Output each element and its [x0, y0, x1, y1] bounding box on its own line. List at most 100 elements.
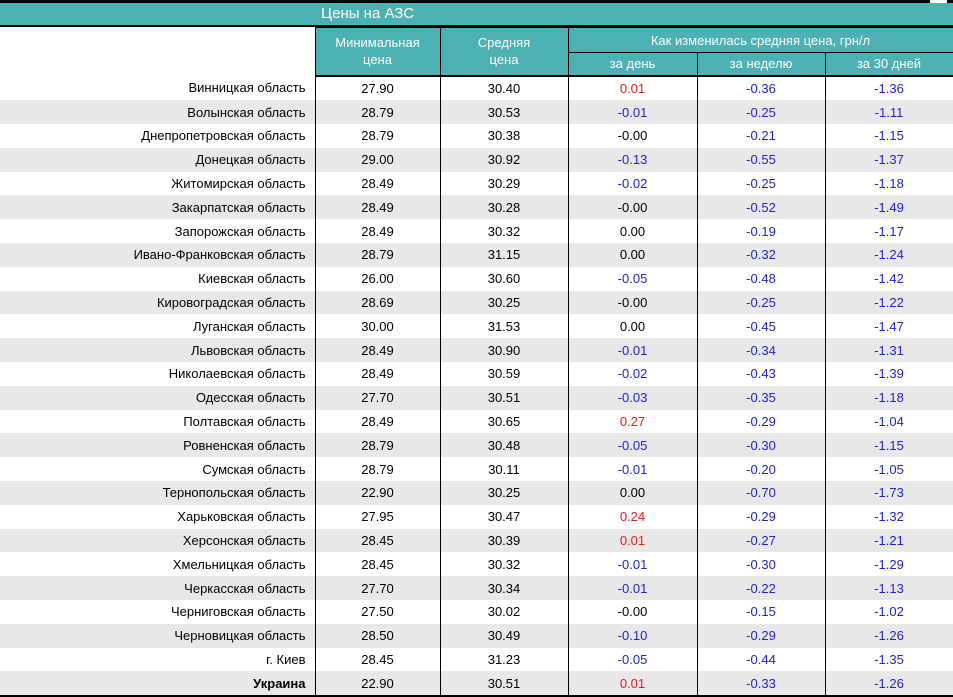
week-change-cell: -0.48	[696, 266, 825, 291]
week-change-cell: -0.30	[696, 552, 825, 577]
table-row: Винницкая область 27.90 30.40 0.01 -0.36…	[0, 75, 953, 101]
avg-price-cell: 30.29	[439, 171, 568, 196]
week-change-cell: -0.29	[696, 623, 825, 648]
month-change-cell: -1.17	[824, 219, 953, 244]
min-price-cell: 28.79	[314, 457, 440, 482]
col-header-avg-price: Средняя цена	[439, 27, 569, 77]
table-row: Запорожская область 28.49 30.32 0.00 -0.…	[0, 219, 953, 244]
col-header-min-price: Минимальная цена	[314, 27, 441, 77]
table-row: Одесская область 27.70 30.51 -0.03 -0.35…	[0, 385, 953, 410]
day-change-cell: 0.00	[567, 243, 697, 267]
week-change-cell: -0.19	[696, 219, 825, 244]
region-cell: Черновицкая область	[174, 628, 306, 644]
avg-price-cell: 30.49	[439, 623, 568, 648]
table-row: Кировоградская область 28.69 30.25 -0.00…	[0, 290, 953, 315]
day-change-cell: 0.01	[567, 528, 697, 553]
table-row: Черкасская область 27.70 30.34 -0.01 -0.…	[0, 576, 953, 601]
table-row: Днепропетровская область 28.79 30.38 -0.…	[0, 124, 953, 148]
region-cell: Ивано-Франковская область	[133, 247, 306, 263]
week-change-cell: -0.34	[696, 338, 825, 363]
min-price-cell: 27.70	[314, 385, 440, 410]
month-change-cell: -1.15	[824, 433, 953, 458]
month-change-cell: -1.22	[824, 290, 953, 315]
month-change-cell: -1.42	[824, 266, 953, 291]
avg-price-cell: 30.40	[439, 75, 568, 101]
day-change-cell: 0.01	[567, 75, 697, 101]
month-change-cell: -1.36	[824, 75, 953, 101]
day-change-cell: -0.01	[567, 100, 697, 125]
avg-price-cell: 30.39	[439, 528, 568, 553]
region-cell: г. Киев	[266, 652, 306, 668]
week-change-cell: -0.43	[696, 362, 825, 386]
min-price-cell: 28.49	[314, 409, 440, 434]
month-change-cell: -1.02	[824, 600, 953, 624]
region-cell: Волынская область	[187, 104, 306, 120]
table-row: Житомирская область 28.49 30.29 -0.02 -0…	[0, 171, 953, 196]
region-cell: Луганская область	[192, 318, 306, 334]
month-change-cell: -1.31	[824, 338, 953, 363]
region-cell: Черниговская область	[170, 604, 306, 620]
month-change-cell: -1.35	[824, 647, 953, 672]
region-cell: Харьковская область	[177, 509, 306, 525]
col-header-week: за неделю	[696, 52, 826, 77]
week-change-cell: -0.36	[696, 75, 825, 101]
avg-price-cell: 30.11	[439, 457, 568, 482]
min-price-cell: 30.00	[314, 314, 440, 339]
avg-price-cell: 30.25	[439, 481, 568, 505]
avg-price-cell: 31.15	[439, 243, 568, 267]
region-cell: Днепропетровская область	[141, 128, 306, 144]
month-change-cell: -1.18	[824, 171, 953, 196]
day-change-cell: -0.10	[567, 623, 697, 648]
week-change-cell: -0.35	[696, 385, 825, 410]
table-row: Закарпатская область 28.49 30.28 -0.00 -…	[0, 195, 953, 220]
week-change-cell: -0.55	[696, 147, 825, 172]
day-change-cell: -0.02	[567, 171, 697, 196]
min-price-cell: 28.49	[314, 195, 440, 220]
day-change-cell: 0.00	[567, 314, 697, 339]
top-right-notch	[930, 0, 947, 3]
region-cell: Кировоградская область	[156, 295, 306, 311]
region-cell: Сумская область	[202, 461, 306, 477]
min-price-cell: 27.95	[314, 504, 440, 529]
week-change-cell: -0.32	[696, 243, 825, 267]
week-change-cell: -0.25	[696, 290, 825, 315]
month-change-cell: -1.39	[824, 362, 953, 386]
min-price-cell: 28.45	[314, 528, 440, 553]
min-price-cell: 26.00	[314, 266, 440, 291]
day-change-cell: 0.24	[567, 504, 697, 529]
day-change-cell: -0.01	[567, 338, 697, 363]
avg-price-cell: 30.47	[439, 504, 568, 529]
month-change-cell: -1.73	[824, 481, 953, 505]
table-row: Луганская область 30.00 31.53 0.00 -0.45…	[0, 314, 953, 339]
day-change-cell: -0.03	[567, 385, 697, 410]
region-cell: Тернопольская область	[162, 485, 306, 501]
day-change-cell: 0.00	[567, 481, 697, 505]
week-change-cell: -0.25	[696, 100, 825, 125]
col-header-change-group: Как изменилась средняя цена, грн/л	[567, 27, 953, 53]
min-price-cell: 28.79	[314, 433, 440, 458]
region-cell: Львовская область	[190, 342, 306, 358]
region-cell: Украина	[253, 675, 306, 691]
region-cell: Закарпатская область	[171, 199, 306, 215]
page-title: Цены на АЗС	[321, 5, 415, 22]
min-price-cell: 27.50	[314, 600, 440, 624]
avg-price-cell: 30.60	[439, 266, 568, 291]
avg-price-cell: 31.53	[439, 314, 568, 339]
col-header-day: за день	[567, 52, 698, 77]
col-header-month: за 30 дней	[824, 52, 953, 77]
week-change-cell: -0.27	[696, 528, 825, 553]
region-cell: Киевская область	[198, 271, 306, 287]
table-row: Черниговская область 27.50 30.02 -0.00 -…	[0, 600, 953, 624]
week-change-cell: -0.15	[696, 600, 825, 624]
min-price-cell: 27.90	[314, 75, 440, 101]
month-change-cell: -1.24	[824, 243, 953, 267]
week-change-cell: -0.29	[696, 409, 825, 434]
avg-price-cell: 30.65	[439, 409, 568, 434]
table-row: Ровненская область 28.79 30.48 -0.05 -0.…	[0, 433, 953, 458]
month-change-cell: -1.11	[824, 100, 953, 125]
table-row: Черновицкая область 28.50 30.49 -0.10 -0…	[0, 623, 953, 648]
region-cell: Житомирская область	[171, 176, 306, 192]
week-change-cell: -0.70	[696, 481, 825, 505]
avg-price-cell: 30.53	[439, 100, 568, 125]
region-cell: Полтавская область	[183, 414, 306, 430]
